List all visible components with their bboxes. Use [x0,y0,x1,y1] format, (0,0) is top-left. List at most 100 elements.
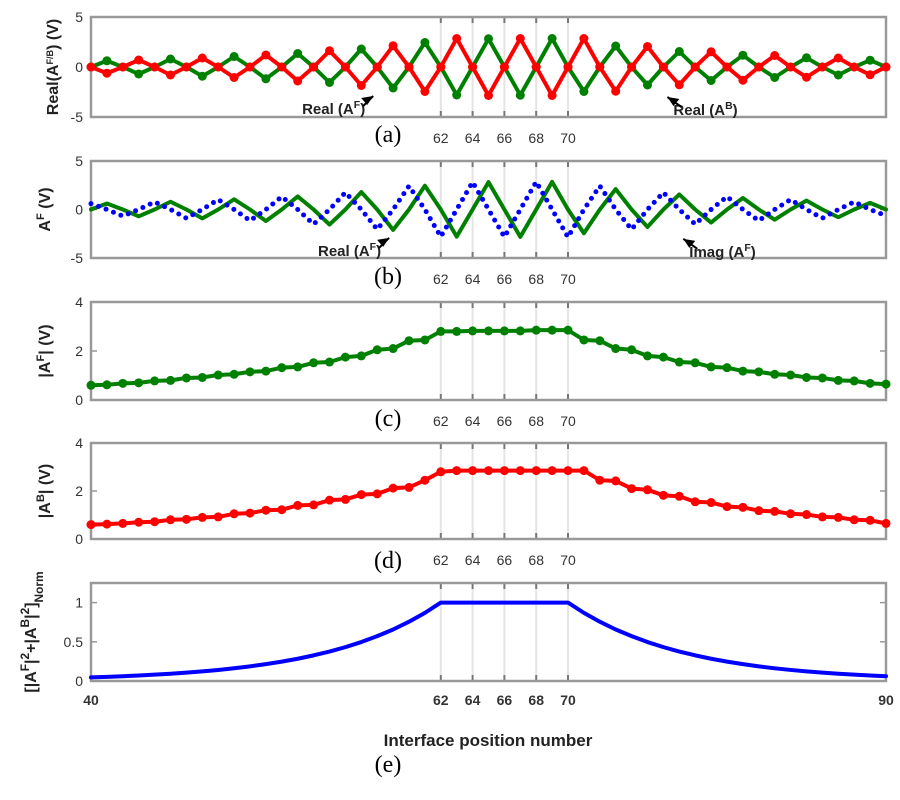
data-point [293,49,303,58]
data-point [674,491,684,501]
data-point [356,81,366,90]
label-part: | (V) [37,464,54,494]
data-point [420,335,430,345]
label-part: | (V) [37,324,54,354]
label-part: Real (A [318,243,370,260]
data-point [388,344,398,354]
label-part: ) (V) [45,19,62,50]
label-part: Norm [32,571,46,602]
data-point [722,363,732,373]
data-point [674,47,684,56]
label-part: |A [37,361,54,377]
data-point [643,42,652,51]
data-point [547,466,557,476]
label-part: (V) [37,187,54,213]
data-point [277,363,287,373]
data-point [865,70,875,80]
data-point [356,44,366,54]
y-tick-label: 2 [75,343,83,359]
data-point [706,362,716,372]
series-line [88,179,889,240]
data-point [261,366,271,376]
panel-label: (a) [375,122,402,148]
data-point [213,512,223,522]
data-point [436,62,446,72]
label-part: Imag (A [689,244,744,261]
data-point [579,335,589,345]
data-point [515,326,525,336]
y-tick-label: 5 [75,9,83,25]
data-point [166,375,175,385]
data-point [420,475,430,485]
x-tick-label: 70 [560,692,576,708]
data-point [102,56,112,66]
data-point [531,62,541,72]
label-part: A [37,220,54,232]
annotation-label: Real (AF) [302,99,365,118]
arrow-head-icon [667,97,680,106]
data-point [611,476,621,486]
data-point [531,466,541,476]
data-point [404,336,414,346]
y-axis-label: |AB| (V) [35,464,54,518]
data-point [181,373,191,383]
label-part: | [23,659,40,663]
y-tick-label: 2 [75,483,83,499]
label-part: 2 [18,607,32,614]
data-point [881,518,891,528]
data-point [658,352,668,362]
data-point [484,34,493,44]
y-tick-label: -5 [71,109,84,125]
x-tick-label: 62 [433,552,449,568]
label-part: |A [37,502,54,518]
data-point [293,500,303,510]
annotation-label: Real (AF) [318,241,381,260]
data-point [563,62,573,72]
data-point [499,62,509,72]
data-point [690,62,700,72]
data-point [372,62,382,72]
data-point [452,326,462,336]
data-point [833,375,843,385]
x-tick-label: 68 [528,271,544,287]
data-point [340,62,350,72]
data-point [865,378,875,388]
data-point [197,512,207,522]
series-line [89,328,888,388]
data-point [404,482,414,492]
data-point [579,466,589,476]
data-point [738,366,748,376]
data-point [134,517,144,527]
arrow-head-icon [361,96,374,105]
label-part: ] [23,602,40,607]
data-point [197,372,207,382]
data-point [674,357,684,367]
data-point [849,376,859,386]
data-point [245,367,255,377]
data-point [420,87,430,96]
data-point [293,76,303,86]
data-point [261,74,271,84]
data-point [309,500,319,510]
series-line [89,600,888,680]
x-tick-label: 70 [560,130,576,146]
data-point [579,34,589,43]
y-axis-label: AF (V) [35,187,54,231]
series-line [89,468,888,527]
data-point [706,76,716,85]
data-point [754,62,764,72]
x-tick-label: 68 [528,413,544,429]
data-point [118,62,128,72]
y-tick-label: 1 [75,595,83,611]
data-point [770,51,780,60]
label-part: ) [751,244,756,261]
data-point [277,505,287,515]
data-point [833,70,843,80]
x-tick-label: 70 [560,271,576,287]
x-tick-label: 64 [465,692,481,708]
data-point [833,53,843,63]
label-part: F [354,99,361,111]
